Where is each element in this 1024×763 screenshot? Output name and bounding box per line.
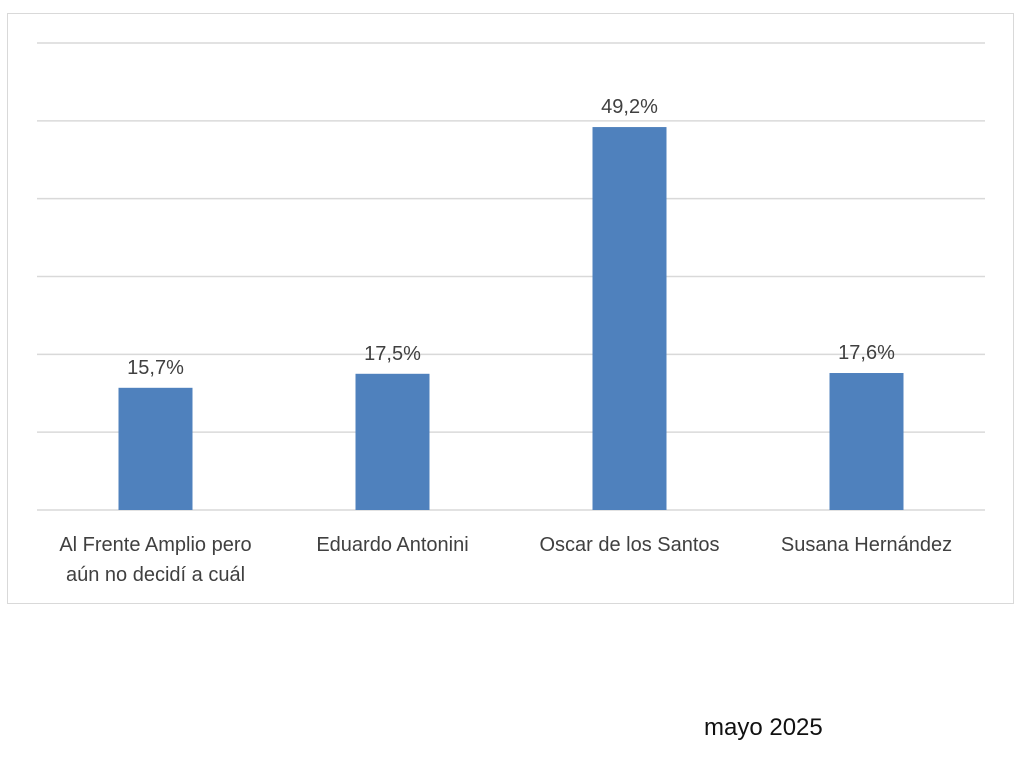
data-label: 15,7% [127,357,184,379]
bar [592,127,667,510]
data-label: 17,6% [838,342,895,364]
bar [829,373,904,510]
category-label: Eduardo Antonini [316,534,468,556]
category-label: Oscar de los Santos [539,534,719,556]
bar [118,387,193,510]
chart-frame [7,13,1014,604]
category-label: aún no decidí a cuál [66,564,245,586]
bar [355,373,430,510]
data-label: 17,5% [364,343,421,365]
date-caption: mayo 2025 [704,714,823,741]
category-label: Al Frente Amplio pero [59,534,251,556]
data-label: 49,2% [601,96,658,118]
category-label: Susana Hernández [781,534,952,556]
